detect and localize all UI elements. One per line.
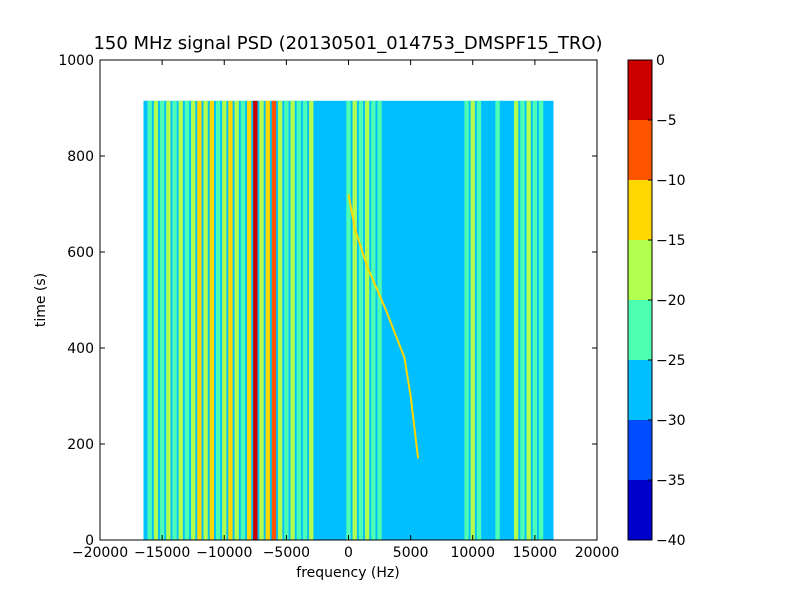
colorbar-tick-label: −20	[656, 293, 686, 309]
y-tick-label: 800	[67, 149, 94, 165]
colorbar-tick-label: −15	[656, 233, 686, 249]
y-tick-label: 600	[67, 245, 94, 261]
stationary-signal-line	[526, 100, 531, 541]
stationary-signal-line	[271, 100, 277, 541]
colorbar-band	[628, 120, 652, 180]
stationary-signal-line	[302, 100, 308, 541]
stationary-signal-line	[538, 100, 544, 541]
stationary-signal-line	[153, 100, 159, 541]
stationary-signal-line	[532, 100, 538, 541]
stationary-signal-line	[352, 100, 357, 541]
x-tick-label: 0	[344, 545, 353, 561]
stationary-signal-line	[470, 100, 475, 541]
stationary-signal-line	[253, 100, 258, 541]
stationary-signal-line	[520, 100, 525, 541]
stationary-signal-line	[159, 100, 165, 541]
stationary-signal-line	[147, 100, 152, 541]
x-tick-label: −15000	[134, 545, 190, 561]
stationary-signal-line	[364, 100, 370, 541]
colorbar-band	[628, 240, 652, 300]
x-tick-label: 20000	[575, 545, 620, 561]
x-tick-label: 10000	[450, 545, 495, 561]
stationary-signal-line	[377, 100, 382, 541]
stationary-signal-line	[290, 100, 295, 541]
stationary-signal-line	[358, 100, 364, 541]
colorbar: 0 −5 −10 −15 −20 −25 −30 −35 −40	[627, 53, 686, 549]
colorbar-tick-label: −5	[656, 113, 677, 129]
stationary-signal-line	[371, 100, 376, 541]
x-tick-label: 15000	[513, 545, 558, 561]
stationary-signal-line	[191, 100, 196, 541]
colorbar-band	[628, 60, 652, 120]
stationary-signal-line	[234, 100, 239, 541]
stationary-signal-line	[277, 100, 283, 541]
x-tick-label: −20000	[72, 545, 128, 561]
y-tick-label: 1000	[58, 53, 94, 69]
stationary-signal-line	[166, 100, 171, 541]
colorbar-tick-label: −40	[656, 533, 686, 549]
y-tick-label: 400	[67, 341, 94, 357]
stationary-signal-line	[209, 100, 214, 541]
stationary-signal-line	[228, 100, 233, 541]
heatmap-layer	[143, 100, 554, 541]
stationary-signal-line	[203, 100, 208, 541]
stationary-signal-line	[346, 100, 351, 541]
doppler-trace	[347, 194, 420, 459]
colorbar-band	[628, 420, 652, 480]
stationary-signal-line	[172, 100, 177, 541]
y-tick-label: 200	[67, 437, 94, 453]
stationary-signal-line	[184, 100, 190, 541]
stationary-signal-line	[476, 100, 482, 541]
colorbar-tick-label: −30	[656, 413, 686, 429]
stationary-signal-line	[240, 100, 246, 541]
colorbar-band	[628, 480, 652, 540]
stationary-signal-line	[464, 100, 469, 541]
chart-title: 150 MHz signal PSD (20130501_014753_DMSP…	[93, 33, 602, 54]
colorbar-band	[628, 360, 652, 420]
y-axis-label: time (s)	[33, 273, 49, 327]
colorbar-tick-label: 0	[656, 53, 665, 69]
stationary-signal-line	[222, 100, 227, 541]
colorbar-band	[628, 300, 652, 360]
colorbar-tick-label: −25	[656, 353, 686, 369]
colorbar-ticks: 0 −5 −10 −15 −20 −25 −30 −35 −40	[648, 53, 686, 549]
stationary-signal-line	[495, 100, 500, 541]
stationary-signal-line	[265, 100, 270, 541]
stationary-signal-line	[296, 100, 301, 541]
colorbar-tick-label: −35	[656, 473, 686, 489]
colorbar-band	[628, 180, 652, 240]
x-axis-label: frequency (Hz)	[296, 565, 399, 581]
colorbar-bands	[628, 60, 652, 540]
colorbar-tick-label: −10	[656, 173, 686, 189]
x-tick-label: 5000	[393, 545, 429, 561]
stationary-signal-line	[215, 100, 221, 541]
stationary-signal-line	[178, 100, 183, 541]
x-tick-label: −10000	[196, 545, 252, 561]
y-tick-label: 0	[85, 533, 94, 549]
stationary-signal-line	[197, 100, 202, 541]
stationary-signal-line	[259, 100, 264, 541]
plot-area	[99, 59, 598, 541]
stationary-signal-line	[246, 100, 252, 541]
x-axis: −20000 −15000 −10000 −5000 0 5000 10000 15000 20…	[72, 60, 619, 561]
x-tick-label: −5000	[263, 545, 310, 561]
y-axis: 0 200 400 600 800 1000	[58, 53, 597, 549]
stationary-signal-line	[514, 100, 519, 541]
stationary-signal-line	[309, 100, 314, 541]
stationary-signal-line	[284, 100, 289, 541]
